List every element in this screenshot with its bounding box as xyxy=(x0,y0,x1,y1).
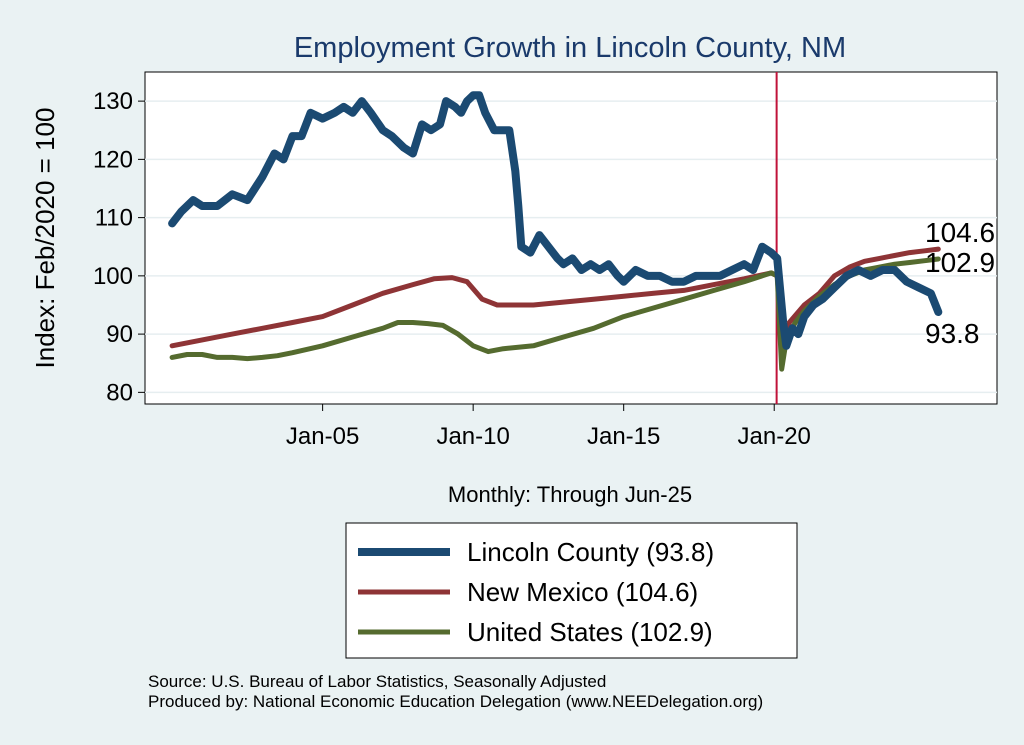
x-axis-label: Monthly: Through Jun-25 xyxy=(448,482,692,507)
producer-line: Produced by: National Economic Education… xyxy=(148,692,764,711)
legend-label-united-states: United States (102.9) xyxy=(467,617,713,647)
series-lines xyxy=(168,91,943,372)
chart-title: Employment Growth in Lincoln County, NM xyxy=(294,32,846,64)
x-axis-ticks: Jan-05 Jan-10 Jan-15 Jan-20 xyxy=(286,404,811,450)
legend: Lincoln County (93.8) New Mexico (104.6)… xyxy=(345,522,798,659)
y-tick-label: 90 xyxy=(106,321,133,348)
y-tick-label: 110 xyxy=(95,205,133,232)
plot-area xyxy=(144,71,998,405)
y-tick-label: 80 xyxy=(106,379,133,406)
x-tick-label: Jan-20 xyxy=(738,423,811,450)
x-tick-label: Jan-10 xyxy=(436,423,509,450)
end-label-lincoln-county: 93.8 xyxy=(925,318,980,349)
series-line-lincoln-county xyxy=(168,91,943,350)
y-axis-label: Index: Feb/2020 = 100 xyxy=(30,108,60,369)
y-tick-label: 100 xyxy=(93,263,133,290)
y-tick-label: 120 xyxy=(93,146,133,173)
end-label-new-mexico: 104.6 xyxy=(925,217,995,248)
series-line-new-mexico xyxy=(169,246,941,355)
y-axis-ticks: 80 90 100 110 120 130 xyxy=(93,88,145,406)
source-line: Source: U.S. Bureau of Labor Statistics,… xyxy=(148,672,607,691)
x-tick-label: Jan-15 xyxy=(587,423,660,450)
end-label-united-states: 102.9 xyxy=(925,247,995,278)
y-tick-label: 130 xyxy=(93,88,133,115)
x-tick-label: Jan-05 xyxy=(286,423,359,450)
legend-label-lincoln-county: Lincoln County (93.8) xyxy=(467,537,714,567)
legend-label-new-mexico: New Mexico (104.6) xyxy=(467,577,698,607)
source-note: Source: U.S. Bureau of Labor Statistics,… xyxy=(148,672,763,712)
